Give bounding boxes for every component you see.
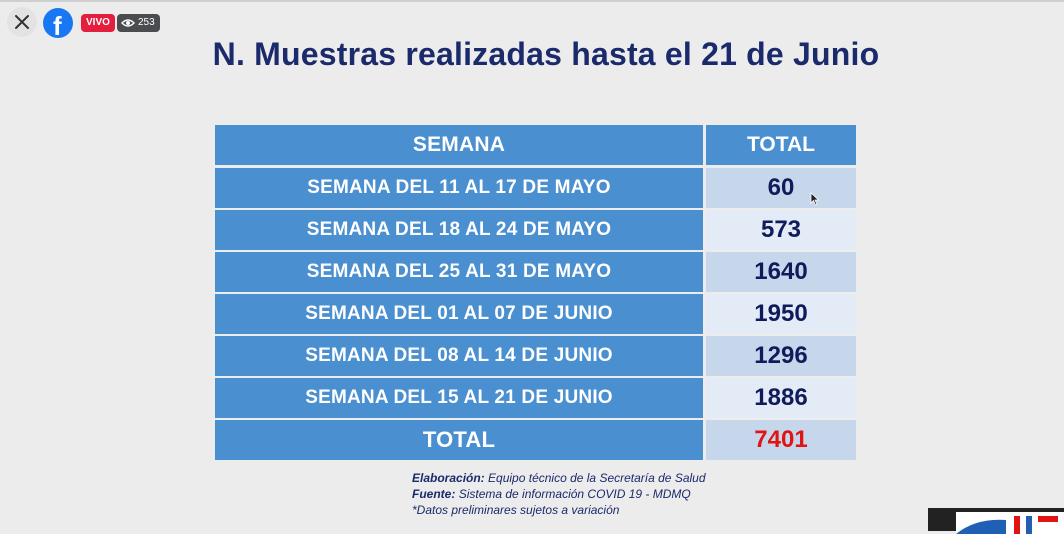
- note-elaboracion: Elaboración: Equipo técnico de la Secret…: [412, 470, 706, 486]
- top-border: [0, 0, 1064, 2]
- week-label: SEMANA DEL 18 AL 24 DE MAYO: [215, 210, 703, 250]
- table-row: SEMANA DEL 01 AL 07 DE JUNIO 1950: [215, 294, 857, 334]
- mouse-cursor-icon: [810, 192, 820, 206]
- week-total: 1886: [706, 378, 856, 418]
- week-total: 1296: [706, 336, 856, 376]
- header-semana: SEMANA: [215, 125, 703, 165]
- week-label: SEMANA DEL 01 AL 07 DE JUNIO: [215, 294, 703, 334]
- note-fuente-label: Fuente:: [412, 487, 456, 501]
- slide-notes: Elaboración: Equipo técnico de la Secret…: [412, 470, 706, 518]
- table-row: SEMANA DEL 11 AL 17 DE MAYO 60: [215, 168, 857, 208]
- week-total: 1640: [706, 252, 856, 292]
- table-row: SEMANA DEL 18 AL 24 DE MAYO 573: [215, 210, 857, 250]
- samples-table: SEMANA TOTAL SEMANA DEL 11 AL 17 DE MAYO…: [215, 125, 857, 462]
- header-total: TOTAL: [706, 125, 856, 165]
- table-row: SEMANA DEL 08 AL 14 DE JUNIO 1296: [215, 336, 857, 376]
- week-label: SEMANA DEL 11 AL 17 DE MAYO: [215, 168, 703, 208]
- note-disclaimer: *Datos preliminares sujetos a variación: [412, 503, 620, 517]
- close-icon: [15, 15, 29, 29]
- week-label: SEMANA DEL 15 AL 21 DE JUNIO: [215, 378, 703, 418]
- facebook-logo[interactable]: f: [43, 8, 73, 38]
- note-fuente: Fuente: Sistema de información COVID 19 …: [412, 486, 706, 502]
- slide-title: N. Muestras realizadas hasta el 21 de Ju…: [212, 36, 880, 72]
- note-fuente-text: Sistema de información COVID 19 - MDMQ: [458, 487, 691, 501]
- table-row: SEMANA DEL 15 AL 21 DE JUNIO 1886: [215, 378, 857, 418]
- viewer-count-badge: 253: [117, 14, 160, 32]
- table-header-row: SEMANA TOTAL: [215, 125, 857, 165]
- note-elaboracion-label: Elaboración:: [412, 471, 485, 485]
- note-elaboracion-text: Equipo técnico de la Secretaría de Salud: [488, 471, 706, 485]
- viewer-count: 253: [138, 17, 155, 28]
- total-label: TOTAL: [215, 420, 703, 460]
- week-total: 60: [706, 168, 856, 208]
- table-row: SEMANA DEL 25 AL 31 DE MAYO 1640: [215, 252, 857, 292]
- week-total: 1950: [706, 294, 856, 334]
- table-total-row: TOTAL 7401: [215, 420, 857, 460]
- week-total: 573: [706, 210, 856, 250]
- channel-logo-icon: [956, 512, 1064, 534]
- week-label: SEMANA DEL 25 AL 31 DE MAYO: [215, 252, 703, 292]
- live-badge: VIVO: [81, 14, 115, 32]
- total-value: 7401: [706, 420, 856, 460]
- close-button[interactable]: [7, 7, 37, 37]
- eye-icon: [121, 19, 135, 27]
- week-label: SEMANA DEL 08 AL 14 DE JUNIO: [215, 336, 703, 376]
